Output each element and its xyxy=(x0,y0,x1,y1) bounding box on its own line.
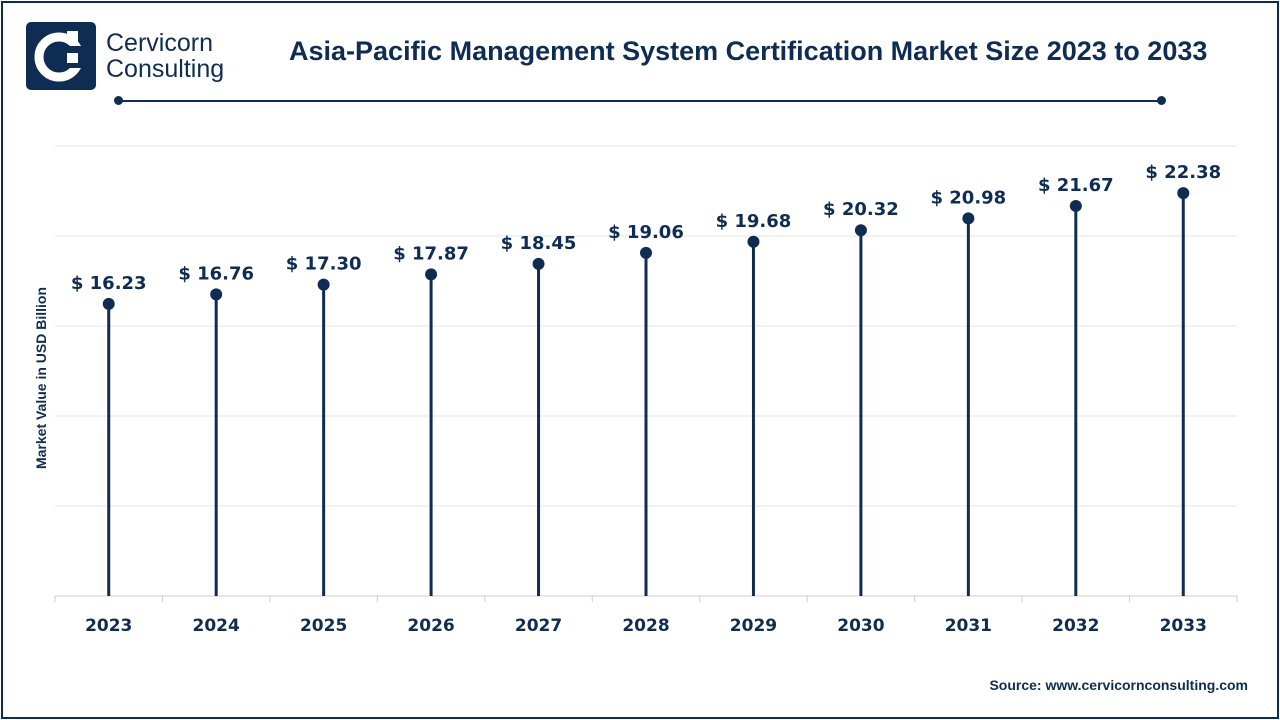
data-label: $ 16.23 xyxy=(71,273,147,294)
lollipop-point xyxy=(640,246,652,259)
data-label: $ 22.38 xyxy=(1145,162,1221,183)
data-label: $ 17.30 xyxy=(286,254,362,275)
x-tick-label: 2023 xyxy=(85,616,132,636)
lollipop-point xyxy=(1069,199,1082,212)
data-label: $ 17.87 xyxy=(393,243,469,264)
x-tick-label: 2026 xyxy=(407,616,454,636)
underline-dot-right xyxy=(1157,96,1166,105)
data-label: $ 19.68 xyxy=(716,211,792,232)
lollipop-point xyxy=(317,278,330,291)
x-tick-label: 2033 xyxy=(1160,616,1207,636)
lollipop-point xyxy=(854,224,867,237)
lollipop-point xyxy=(747,235,760,248)
lollipop-point xyxy=(102,297,115,310)
x-tick-label: 2027 xyxy=(515,616,562,636)
title-underline xyxy=(118,100,1162,102)
lollipop-point xyxy=(1177,187,1190,200)
x-tick-label: 2025 xyxy=(300,616,347,636)
underline-dot-left xyxy=(114,96,123,105)
brand-name-line1: Cervicorn xyxy=(106,29,213,57)
data-label: $ 20.32 xyxy=(823,199,899,220)
data-label: $ 18.45 xyxy=(501,233,577,254)
source-note: Source: www.cervicornconsulting.com xyxy=(989,677,1248,693)
x-tick-label: 2030 xyxy=(837,616,884,636)
x-tick-label: 2028 xyxy=(622,616,669,636)
lollipop-point xyxy=(425,268,438,281)
data-label: $ 20.98 xyxy=(930,187,1006,208)
x-tick-label: 2031 xyxy=(945,616,992,636)
lollipop-point xyxy=(962,212,975,225)
data-label: $ 16.76 xyxy=(178,263,254,284)
data-label: $ 19.06 xyxy=(608,222,684,243)
lollipop-point xyxy=(210,288,223,301)
logo-mark-icon xyxy=(26,22,96,90)
x-tick-label: 2024 xyxy=(193,616,240,636)
lollipop-point xyxy=(532,257,545,270)
x-tick-label: 2029 xyxy=(730,616,777,636)
chart-title: Asia-Pacific Management System Certifica… xyxy=(289,36,1208,66)
data-label: $ 21.67 xyxy=(1038,175,1114,196)
brand-name-line2: Consulting xyxy=(106,55,225,83)
x-tick-label: 2032 xyxy=(1052,616,1099,636)
brand-logo: Cervicorn Consulting xyxy=(26,22,224,90)
